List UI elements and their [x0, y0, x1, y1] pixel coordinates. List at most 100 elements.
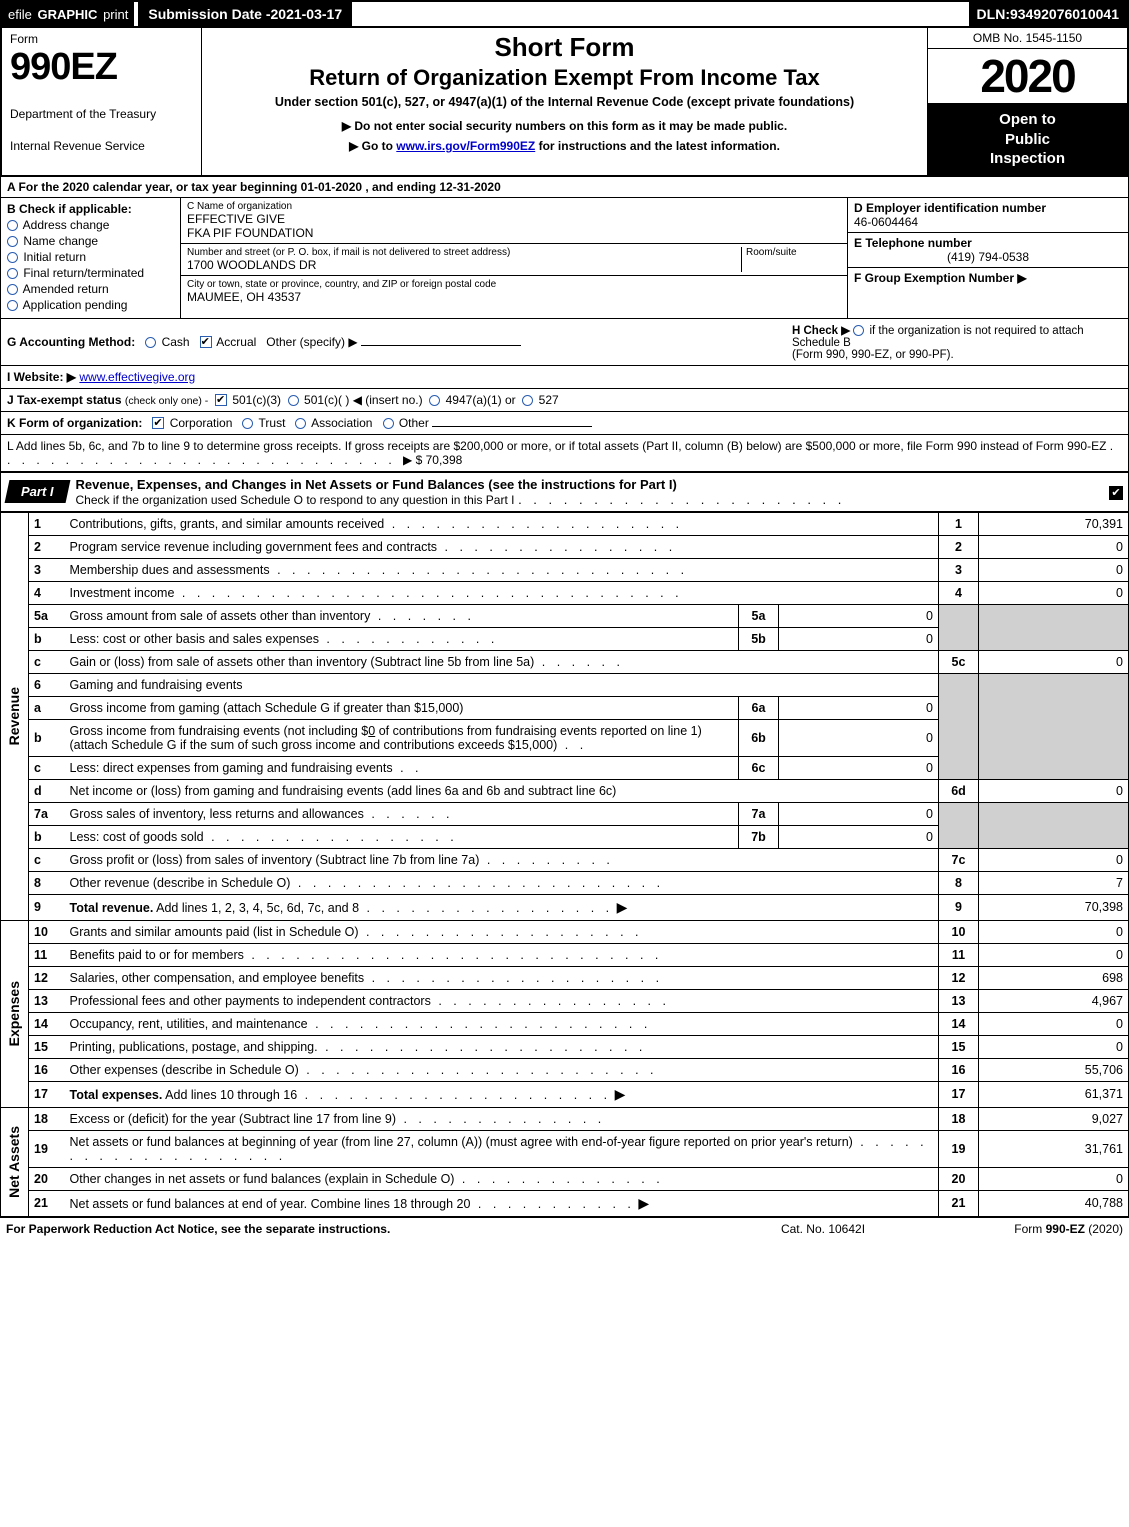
subdate-label: Submission Date -: [148, 6, 270, 22]
c-addr: 1700 WOODLANDS DR: [187, 258, 741, 272]
dept-treasury: Department of the Treasury: [10, 107, 193, 121]
col-b-checkboxes: B Check if applicable: Address change Na…: [1, 198, 181, 318]
footer-paperwork: For Paperwork Reduction Act Notice, see …: [6, 1222, 723, 1236]
header-left: Form 990EZ Department of the Treasury In…: [2, 28, 202, 175]
chk-final-return[interactable]: Final return/terminated: [7, 266, 174, 280]
line-10: Expenses 10 Grants and similar amounts p…: [1, 920, 1129, 943]
note2-pre: ▶ Go to: [349, 139, 396, 153]
k-o4: Other: [399, 416, 429, 430]
line-4: 4 Investment income . . . . . . . . . . …: [1, 581, 1129, 604]
line-13: 13 Professional fees and other payments …: [1, 989, 1129, 1012]
header-right: OMB No. 1545-1150 2020 Open to Public In…: [927, 28, 1127, 175]
row-g-h: G Accounting Method: Cash Accrual Other …: [0, 319, 1129, 366]
instructions-link-row: ▶ Go to www.irs.gov/Form990EZ for instru…: [212, 139, 917, 153]
g-accrual-check[interactable]: [200, 336, 212, 348]
d-ein: D Employer identification number 46-0604…: [848, 198, 1128, 233]
row-i-website: I Website: ▶ www.effectivegive.org: [0, 366, 1129, 389]
line-20: 20 Other changes in net assets or fund b…: [1, 1167, 1129, 1190]
e-val: (419) 794-0538: [854, 250, 1122, 264]
b-label: B Check if applicable:: [7, 202, 174, 216]
c-addr-lbl: Number and street (or P. O. box, if mail…: [187, 247, 741, 258]
g-label: G Accounting Method:: [7, 335, 135, 349]
open-to-public: Open to Public Inspection: [928, 104, 1127, 175]
line-7c: c Gross profit or (loss) from sales of i…: [1, 848, 1129, 871]
c-name-1: EFFECTIVE GIVE: [187, 212, 841, 226]
irs-link[interactable]: www.irs.gov/Form990EZ: [396, 139, 535, 153]
k-other-radio[interactable]: [383, 418, 394, 429]
g-other-line[interactable]: [361, 345, 521, 346]
topbar-spacer: [352, 2, 968, 26]
h-radio[interactable]: [853, 325, 864, 336]
chk-initial-return[interactable]: Initial return: [7, 250, 174, 264]
side-net-assets: Net Assets: [1, 1107, 29, 1216]
efile-badge: efile GRAPHIC print: [2, 2, 134, 26]
line-1: Revenue 1 Contributions, gifts, grants, …: [1, 512, 1129, 535]
line-7a: 7a Gross sales of inventory, less return…: [1, 802, 1129, 825]
c-city: MAUMEE, OH 43537: [187, 290, 841, 304]
row-j-tax-exempt: J Tax-exempt status (check only one) - 5…: [0, 389, 1129, 412]
website-link[interactable]: www.effectivegive.org: [79, 370, 195, 384]
e-lbl: E Telephone number: [854, 236, 1122, 250]
line-8: 8 Other revenue (describe in Schedule O)…: [1, 871, 1129, 894]
k-label: K Form of organization:: [7, 416, 142, 430]
line-21: 21 Net assets or fund balances at end of…: [1, 1190, 1129, 1216]
line-11: 11 Benefits paid to or for members . . .…: [1, 943, 1129, 966]
inspect-3: Inspection: [932, 149, 1123, 169]
d-val: 46-0604464: [854, 215, 1122, 229]
subdate-value: 2021-03-17: [271, 6, 343, 22]
omb-number: OMB No. 1545-1150: [928, 28, 1127, 49]
dln: DLN: 93492076010041: [969, 2, 1127, 26]
d-lbl: D Employer identification number: [854, 201, 1122, 215]
line-18: Net Assets 18 Excess or (deficit) for th…: [1, 1107, 1129, 1130]
footer-catno: Cat. No. 10642I: [723, 1222, 923, 1236]
side-expenses: Expenses: [1, 920, 29, 1107]
c-room-lbl: Room/suite: [746, 247, 841, 258]
k-other-line[interactable]: [432, 426, 592, 427]
chk-name-change[interactable]: Name change: [7, 234, 174, 248]
line-15: 15 Printing, publications, postage, and …: [1, 1035, 1129, 1058]
j-4947-radio[interactable]: [429, 395, 440, 406]
c-name-2: FKA PIF FOUNDATION: [187, 226, 841, 240]
part-1-subtitle: Check if the organization used Schedule …: [76, 493, 515, 507]
chk-amended[interactable]: Amended return: [7, 282, 174, 296]
h-schedule-b: H Check ▶ if the organization is not req…: [792, 323, 1122, 361]
footer-formno: Form 990-EZ (2020): [923, 1222, 1123, 1236]
j-label: J Tax-exempt status: [7, 393, 122, 407]
j-501c-radio[interactable]: [288, 395, 299, 406]
part-1-check[interactable]: ✔: [1104, 484, 1128, 500]
chk-application-pending[interactable]: Application pending: [7, 298, 174, 312]
g-accounting: G Accounting Method: Cash Accrual Other …: [7, 335, 792, 349]
efile-print: print: [103, 7, 128, 22]
inspect-2: Public: [932, 130, 1123, 150]
c-city-cell: City or town, state or province, country…: [181, 276, 847, 307]
chk-address livestocks-change[interactable]: Address change: [7, 218, 174, 232]
h-text1: H Check ▶: [792, 325, 850, 337]
efile-graphic: GRAPHIC: [37, 7, 97, 22]
title-return: Return of Organization Exempt From Incom…: [212, 65, 917, 91]
header-center: Short Form Return of Organization Exempt…: [202, 28, 927, 175]
submission-date: Submission Date - 2021-03-17: [134, 2, 352, 26]
k-trust-radio[interactable]: [242, 418, 253, 429]
line-19: 19 Net assets or fund balances at beginn…: [1, 1130, 1129, 1167]
j-o4: 527: [539, 393, 559, 407]
form-header: Form 990EZ Department of the Treasury In…: [0, 28, 1129, 175]
i-label: I Website: ▶: [7, 370, 76, 384]
form-word: Form: [10, 32, 193, 46]
j-o1: 501(c)(3): [232, 393, 281, 407]
tax-year-value: 2020: [980, 50, 1074, 102]
line-2: 2 Program service revenue including gove…: [1, 535, 1129, 558]
j-527-radio[interactable]: [522, 395, 533, 406]
form-page: efile GRAPHIC print Submission Date - 20…: [0, 0, 1129, 1240]
form-number: 990EZ: [10, 46, 193, 89]
k-assoc-radio[interactable]: [295, 418, 306, 429]
j-o2: 501(c)( ) ◀ (insert no.): [304, 393, 423, 407]
line-17: 17 Total expenses. Add lines 10 through …: [1, 1081, 1129, 1107]
row-a-tax-year: A For the 2020 calendar year, or tax yea…: [0, 175, 1129, 198]
col-c-org-info: C Name of organization EFFECTIVE GIVE FK…: [181, 198, 848, 318]
g-cash-radio[interactable]: [145, 337, 156, 348]
line-3: 3 Membership dues and assessments . . . …: [1, 558, 1129, 581]
j-501c3-check[interactable]: [215, 394, 227, 406]
k-corp-check[interactable]: [152, 417, 164, 429]
g-accrual: Accrual: [216, 335, 256, 349]
efile-prefix: efile: [8, 7, 32, 22]
